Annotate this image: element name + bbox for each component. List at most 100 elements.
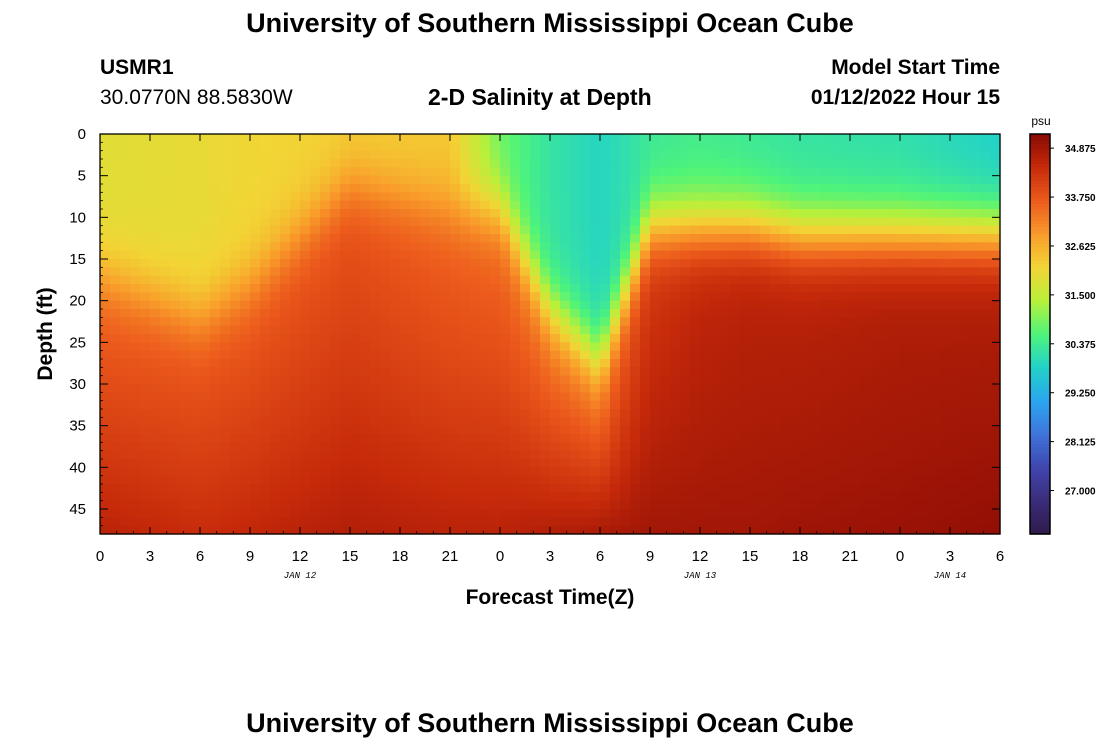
heatmap-cell <box>290 325 301 335</box>
heatmap-cell <box>260 450 271 460</box>
heatmap-cell <box>690 159 701 168</box>
heatmap-cell <box>760 367 771 377</box>
heatmap-cell <box>150 375 161 385</box>
heatmap-cell <box>680 409 691 418</box>
heatmap-cell <box>600 250 611 260</box>
heatmap-cell <box>940 134 951 143</box>
heatmap-cell <box>800 292 811 302</box>
heatmap-cell <box>600 259 611 268</box>
heatmap-cell <box>520 259 531 268</box>
heatmap-cell <box>200 525 211 535</box>
heatmap-cell <box>230 375 241 385</box>
heatmap-cell <box>860 234 871 243</box>
heatmap-cell <box>660 167 671 177</box>
heatmap-cell <box>520 467 531 477</box>
heatmap-cell <box>130 159 141 168</box>
heatmap-cell <box>900 225 911 235</box>
heatmap-cell <box>820 525 831 535</box>
heatmap-cell <box>170 459 181 468</box>
heatmap-cell <box>720 467 731 477</box>
heatmap-cell <box>900 242 911 252</box>
heatmap-cell <box>800 359 811 368</box>
heatmap-cell <box>190 159 201 168</box>
heatmap-cell <box>410 384 421 393</box>
heatmap-cell <box>170 159 181 168</box>
heatmap-cell <box>760 184 771 193</box>
heatmap-cell <box>140 459 151 468</box>
heatmap-cell <box>900 159 911 168</box>
heatmap-cell <box>310 309 321 318</box>
heatmap-cell <box>420 417 431 427</box>
heatmap-cell <box>120 417 131 427</box>
heatmap-cell <box>250 367 261 377</box>
heatmap-cell <box>430 350 441 360</box>
heatmap-cell <box>260 384 271 393</box>
heatmap-cell <box>840 317 851 327</box>
heatmap-cell <box>290 492 301 502</box>
heatmap-cell <box>540 450 551 460</box>
heatmap-cell <box>480 359 491 368</box>
heatmap-cell <box>500 475 511 485</box>
heatmap-cell <box>540 509 551 518</box>
heatmap-cell <box>540 275 551 285</box>
colorbar-tick-label: 27.000 <box>1065 487 1096 498</box>
heatmap-cell <box>510 342 521 352</box>
heatmap-cell <box>370 175 381 185</box>
heatmap-cell <box>890 284 901 293</box>
heatmap-cell <box>700 317 711 327</box>
colorbar-segment <box>1030 500 1050 505</box>
heatmap-cell <box>180 275 191 285</box>
heatmap-cell <box>370 417 381 427</box>
heatmap-cell <box>580 225 591 235</box>
heatmap-cell <box>150 225 161 235</box>
heatmap-cell <box>360 525 371 535</box>
heatmap-cell <box>180 267 191 277</box>
heatmap-cell <box>670 250 681 260</box>
heatmap-cell <box>690 259 701 268</box>
heatmap-cell <box>400 275 411 285</box>
heatmap-cell <box>220 475 231 485</box>
heatmap-cell <box>140 217 151 227</box>
heatmap-cell <box>990 392 1001 402</box>
heatmap-cell <box>300 375 311 385</box>
heatmap-cell <box>240 209 251 218</box>
heatmap-cell <box>280 209 291 218</box>
x-tick-label: 0 <box>96 548 104 565</box>
heatmap-cell <box>690 209 701 218</box>
heatmap-cell <box>550 184 561 193</box>
heatmap-cell <box>380 134 391 143</box>
heatmap-cell <box>310 367 321 377</box>
heatmap-cell <box>140 192 151 202</box>
heatmap-cell <box>650 284 661 293</box>
heatmap-cell <box>130 284 141 293</box>
heatmap-cell <box>480 384 491 393</box>
heatmap-cell <box>340 217 351 227</box>
heatmap-cell <box>160 300 171 310</box>
heatmap-cell <box>220 500 231 510</box>
heatmap-cell <box>850 184 861 193</box>
heatmap-cell <box>610 384 621 393</box>
heatmap-cell <box>720 425 731 435</box>
heatmap-cell <box>660 192 671 202</box>
heatmap-cell <box>970 484 981 493</box>
heatmap-cell <box>360 517 371 527</box>
heatmap-cell <box>750 309 761 318</box>
heatmap-cell <box>920 492 931 502</box>
heatmap-cell <box>310 525 321 535</box>
heatmap-cell <box>510 325 521 335</box>
heatmap-cell <box>260 192 271 202</box>
heatmap-cell <box>150 517 161 527</box>
heatmap-cell <box>820 142 831 152</box>
heatmap-cell <box>620 459 631 468</box>
heatmap-cell <box>840 384 851 393</box>
heatmap-cell <box>610 309 621 318</box>
heatmap-cell <box>680 334 691 343</box>
heatmap-cell <box>730 325 741 335</box>
heatmap-cell <box>280 225 291 235</box>
heatmap-cell <box>860 434 871 443</box>
heatmap-cell <box>140 200 151 210</box>
heatmap-cell <box>480 417 491 427</box>
heatmap-cell <box>690 267 701 277</box>
heatmap-cell <box>230 392 241 402</box>
